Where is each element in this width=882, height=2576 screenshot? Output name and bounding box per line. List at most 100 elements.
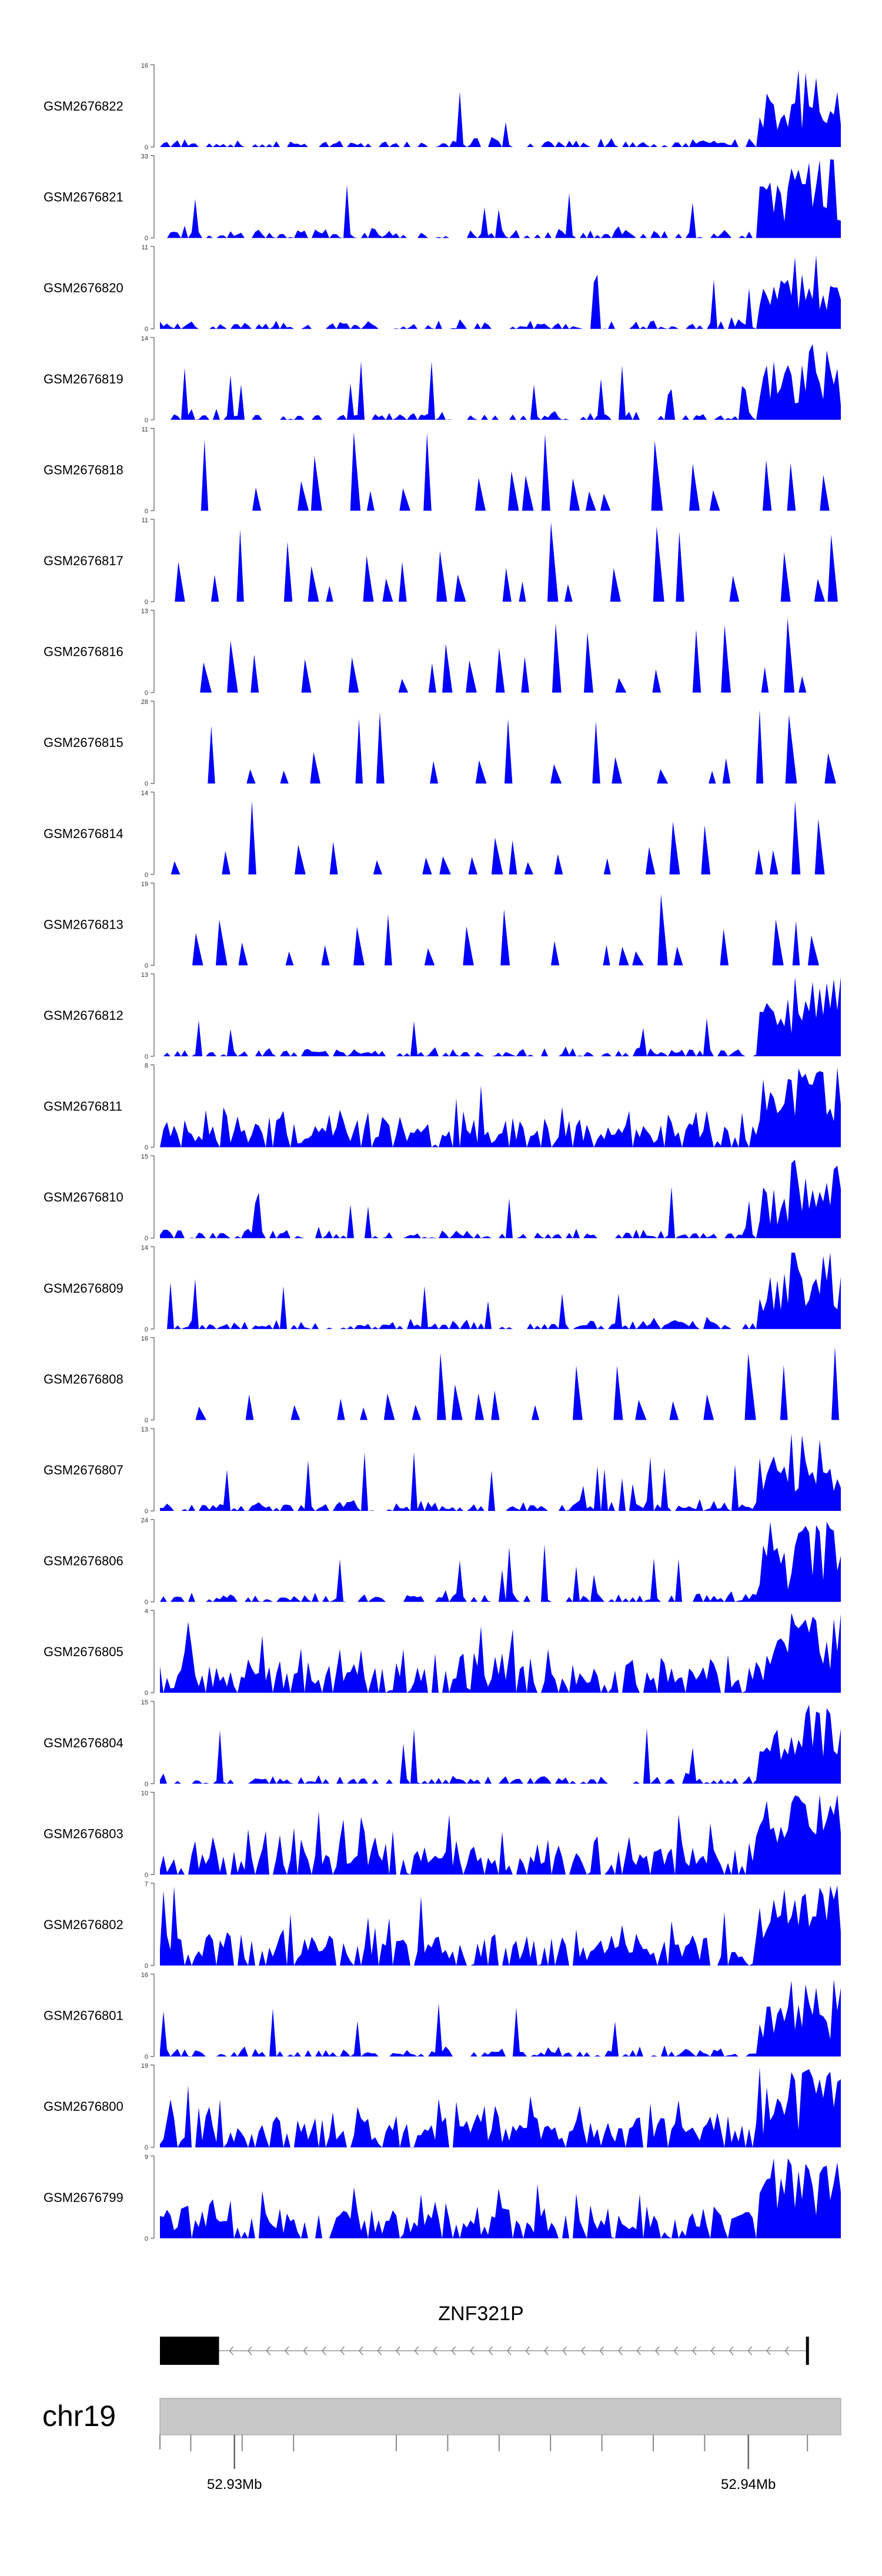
track-GSM2676822: GSM2676822 16 0	[44, 62, 841, 151]
track-GSM2676800: GSM2676800 19 0	[44, 2063, 841, 2151]
y-min-label: 0	[145, 599, 148, 606]
coverage-area	[160, 618, 841, 693]
track-GSM2676799: GSM2676799 9 0	[44, 2154, 841, 2243]
strand-chevron	[710, 2346, 716, 2355]
y-min-label: 0	[145, 1508, 148, 1515]
y-min-label: 0	[145, 2054, 148, 2061]
track-GSM2676812: GSM2676812 13 0	[44, 972, 841, 1060]
genomic-axis: 52.93Mb 52.94Mb	[159, 2435, 808, 2492]
track-label: GSM2676809	[44, 1281, 123, 1296]
y-max-label: 24	[141, 1517, 148, 1524]
track-label: GSM2676812	[44, 1008, 123, 1023]
coverage-area	[160, 69, 841, 147]
strand-chevron	[414, 2346, 419, 2355]
track-label: GSM2676807	[44, 1463, 123, 1477]
coverage-area	[160, 159, 841, 238]
y-max-label: 13	[141, 972, 148, 979]
y-max-label: 15	[141, 1699, 148, 1706]
y-min-label: 0	[145, 1326, 148, 1333]
y-min-label: 0	[145, 1690, 148, 1697]
y-min-label: 0	[145, 690, 148, 697]
track-GSM2676803: GSM2676803 10 0	[44, 1790, 841, 1878]
track-GSM2676801: GSM2676801 16 0	[44, 1972, 841, 2061]
y-min-label: 0	[145, 1871, 148, 1878]
strand-chevron	[303, 2346, 308, 2355]
strand-chevron	[673, 2346, 679, 2355]
y-max-label: 14	[141, 1244, 148, 1252]
coverage-area	[160, 2067, 841, 2148]
track-label: GSM2676801	[44, 2008, 123, 2023]
gene-track: ZNF321P	[160, 2303, 809, 2365]
track-GSM2676814: GSM2676814 14 0	[44, 790, 841, 879]
track-label: GSM2676814	[44, 826, 123, 841]
coverage-area	[160, 709, 841, 784]
track-label: GSM2676800	[44, 2099, 123, 2114]
strand-chevron	[284, 2346, 289, 2355]
track-label: GSM2676803	[44, 1826, 123, 1841]
coverage-area	[160, 1346, 841, 1420]
track-GSM2676810: GSM2676810 15 0	[44, 1153, 841, 1242]
track-GSM2676813: GSM2676813 19 0	[44, 880, 841, 969]
track-GSM2676805: GSM2676805 4 0	[44, 1608, 841, 1697]
track-GSM2676807: GSM2676807 13 0	[44, 1426, 841, 1515]
coverage-area	[160, 522, 841, 602]
y-min-label: 0	[145, 872, 148, 879]
strand-chevron	[784, 2346, 790, 2355]
track-label: GSM2676806	[44, 1554, 123, 1569]
strand-chevron	[321, 2346, 326, 2355]
y-max-label: 16	[141, 62, 148, 69]
strand-chevron	[247, 2346, 252, 2355]
track-GSM2676821: GSM2676821 33 0	[44, 154, 841, 242]
track-label: GSM2676813	[44, 917, 123, 932]
track-label: GSM2676802	[44, 1917, 123, 1932]
strand-chevron	[488, 2346, 493, 2355]
track-label: GSM2676799	[44, 2190, 123, 2205]
coverage-area	[160, 894, 841, 966]
track-GSM2676818: GSM2676818 11 0	[44, 426, 841, 515]
strand-chevron	[377, 2346, 382, 2355]
y-max-label: 8	[145, 1063, 148, 1070]
track-label: GSM2676815	[44, 735, 123, 750]
y-max-label: 33	[141, 154, 148, 161]
track-GSM2676808: GSM2676808 16 0	[44, 1335, 841, 1424]
y-min-label: 0	[145, 1144, 148, 1152]
strand-chevron	[562, 2346, 567, 2355]
y-min-label: 0	[145, 508, 148, 515]
strand-chevron	[729, 2346, 734, 2355]
y-max-label: 9	[145, 2154, 148, 2161]
strand-chevron	[395, 2346, 400, 2355]
chromosome-label: chr19	[42, 2400, 116, 2432]
y-min-label: 0	[145, 1599, 148, 1606]
coverage-area	[160, 1794, 841, 1875]
y-min-label: 0	[145, 326, 148, 333]
strand-chevron	[340, 2346, 345, 2355]
strand-chevron	[266, 2346, 271, 2355]
y-max-label: 7	[145, 1881, 148, 1888]
strand-chevron	[358, 2346, 363, 2355]
strand-chevron	[599, 2346, 604, 2355]
coverage-area	[160, 1067, 841, 1147]
strand-chevron	[506, 2346, 512, 2355]
coverage-area	[160, 1979, 841, 2057]
track-GSM2676806: GSM2676806 24 0	[44, 1517, 841, 1606]
y-min-label: 0	[145, 144, 148, 151]
track-label: GSM2676804	[44, 1736, 123, 1750]
coverage-area	[160, 344, 841, 420]
track-GSM2676819: GSM2676819 14 0	[44, 335, 841, 424]
y-min-label: 0	[145, 1417, 148, 1424]
y-min-label: 0	[145, 417, 148, 424]
coverage-area	[160, 1613, 841, 1693]
axis-tick-label: 52.93Mb	[207, 2477, 262, 2492]
strand-chevron	[432, 2346, 437, 2355]
strand-chevron	[691, 2346, 697, 2355]
y-min-label: 0	[145, 1963, 148, 1970]
coverage-area	[160, 255, 841, 329]
track-GSM2676804: GSM2676804 15 0	[44, 1699, 841, 1788]
y-min-label: 0	[145, 780, 148, 788]
y-max-label: 19	[141, 880, 148, 887]
track-label: GSM2676821	[44, 190, 123, 205]
coverage-area	[160, 2158, 841, 2238]
y-min-label: 0	[145, 1235, 148, 1242]
strand-chevron	[747, 2346, 753, 2355]
